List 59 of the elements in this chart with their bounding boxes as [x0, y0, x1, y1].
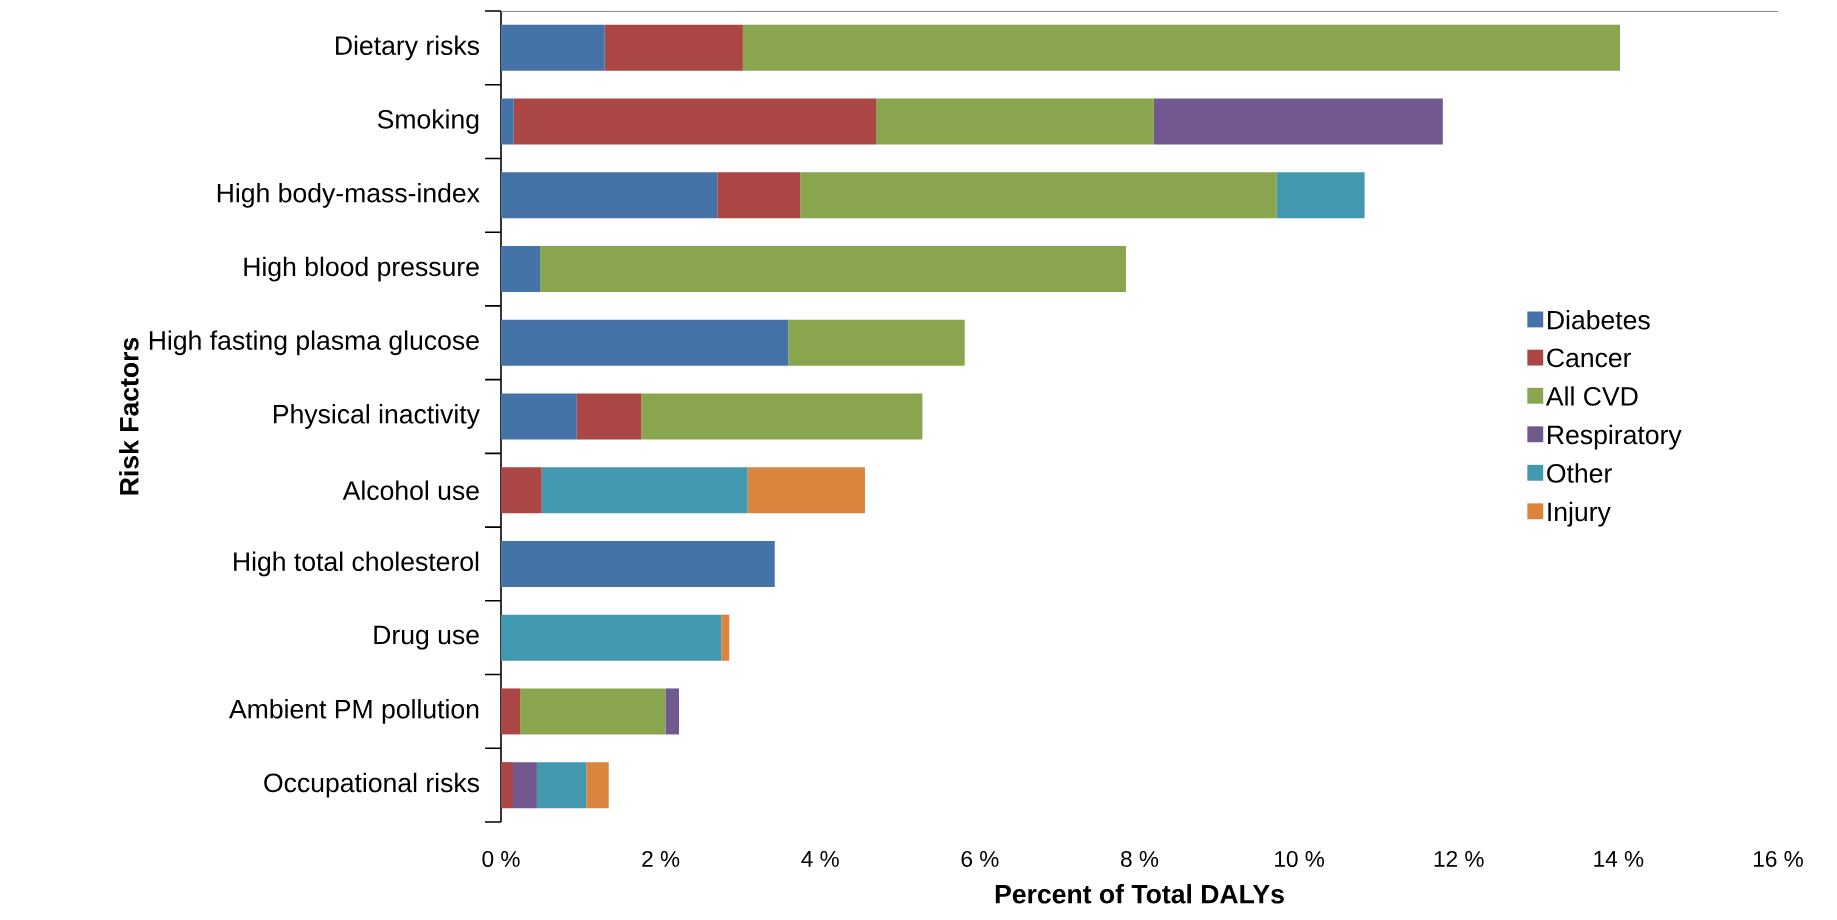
bar: [721, 614, 730, 661]
x-tick-label: 2 %: [642, 850, 680, 867]
y-tick-label: Ambient PM pollution: [229, 699, 479, 724]
bar: [513, 98, 877, 145]
bar: [1153, 98, 1443, 145]
y-tick-label: Drug use: [374, 625, 479, 650]
bar: [512, 762, 537, 809]
bar: [788, 319, 965, 366]
y-tick-label: Alcohol use: [342, 480, 479, 500]
bar: [1276, 172, 1365, 219]
bar: [501, 246, 541, 293]
legend-label: Diabetes: [1548, 309, 1650, 330]
legend-label: Injury: [1548, 501, 1611, 527]
bar: [501, 319, 789, 366]
bar: [540, 246, 1126, 293]
x-tick-label: 0 %: [482, 850, 520, 867]
y-tick-label: High total cholesterol: [234, 551, 479, 577]
bar: [501, 393, 577, 440]
bar: [541, 467, 748, 514]
y-tick-label: Physical inactivity: [274, 404, 480, 429]
bar: [501, 688, 521, 735]
x-tick-label: 14 %: [1594, 850, 1644, 867]
bar: [800, 172, 1277, 219]
bar: [742, 24, 1620, 71]
bar: [665, 688, 679, 735]
x-tick-label: 10 %: [1275, 850, 1325, 867]
y-tick-label: High fasting plasma glucose: [149, 330, 479, 356]
y-tick-label: Dietary risks: [336, 35, 479, 61]
bar: [501, 467, 542, 514]
bar: [501, 24, 605, 71]
bar: [586, 762, 609, 809]
legend-label: Respiratory: [1548, 424, 1682, 450]
x-tick-label: 16 %: [1754, 850, 1803, 867]
x-tick-label: 12 %: [1434, 850, 1484, 867]
y-axis-title: Risk Factors: [119, 337, 139, 495]
bar: [604, 24, 743, 71]
x-axis-title: Percent of Total DALYs: [995, 884, 1284, 904]
legend-label: Other: [1547, 463, 1612, 483]
bar: [717, 172, 801, 219]
y-tick-label: Occupational risks: [264, 772, 479, 798]
bar: [501, 762, 513, 809]
legend-label: Cancer: [1547, 348, 1632, 368]
y-tick-label: Smoking: [377, 109, 479, 134]
bar: [641, 393, 923, 440]
y-tick-label: High blood pressure: [244, 256, 479, 282]
bar: [536, 762, 587, 809]
legend-label: All CVD: [1545, 386, 1638, 406]
bar: [501, 172, 718, 219]
x-tick-label: 4 %: [801, 850, 839, 867]
y-tick-label: High body-mass-index: [217, 182, 480, 208]
x-tick-label: 8 %: [1121, 850, 1159, 867]
bar: [876, 98, 1154, 145]
bar: [747, 467, 865, 514]
x-tick-label: 6 %: [961, 850, 999, 867]
bar: [501, 614, 722, 661]
bar: [520, 688, 666, 735]
bar: [501, 98, 514, 145]
bar: [501, 540, 775, 587]
bar: [576, 393, 642, 440]
